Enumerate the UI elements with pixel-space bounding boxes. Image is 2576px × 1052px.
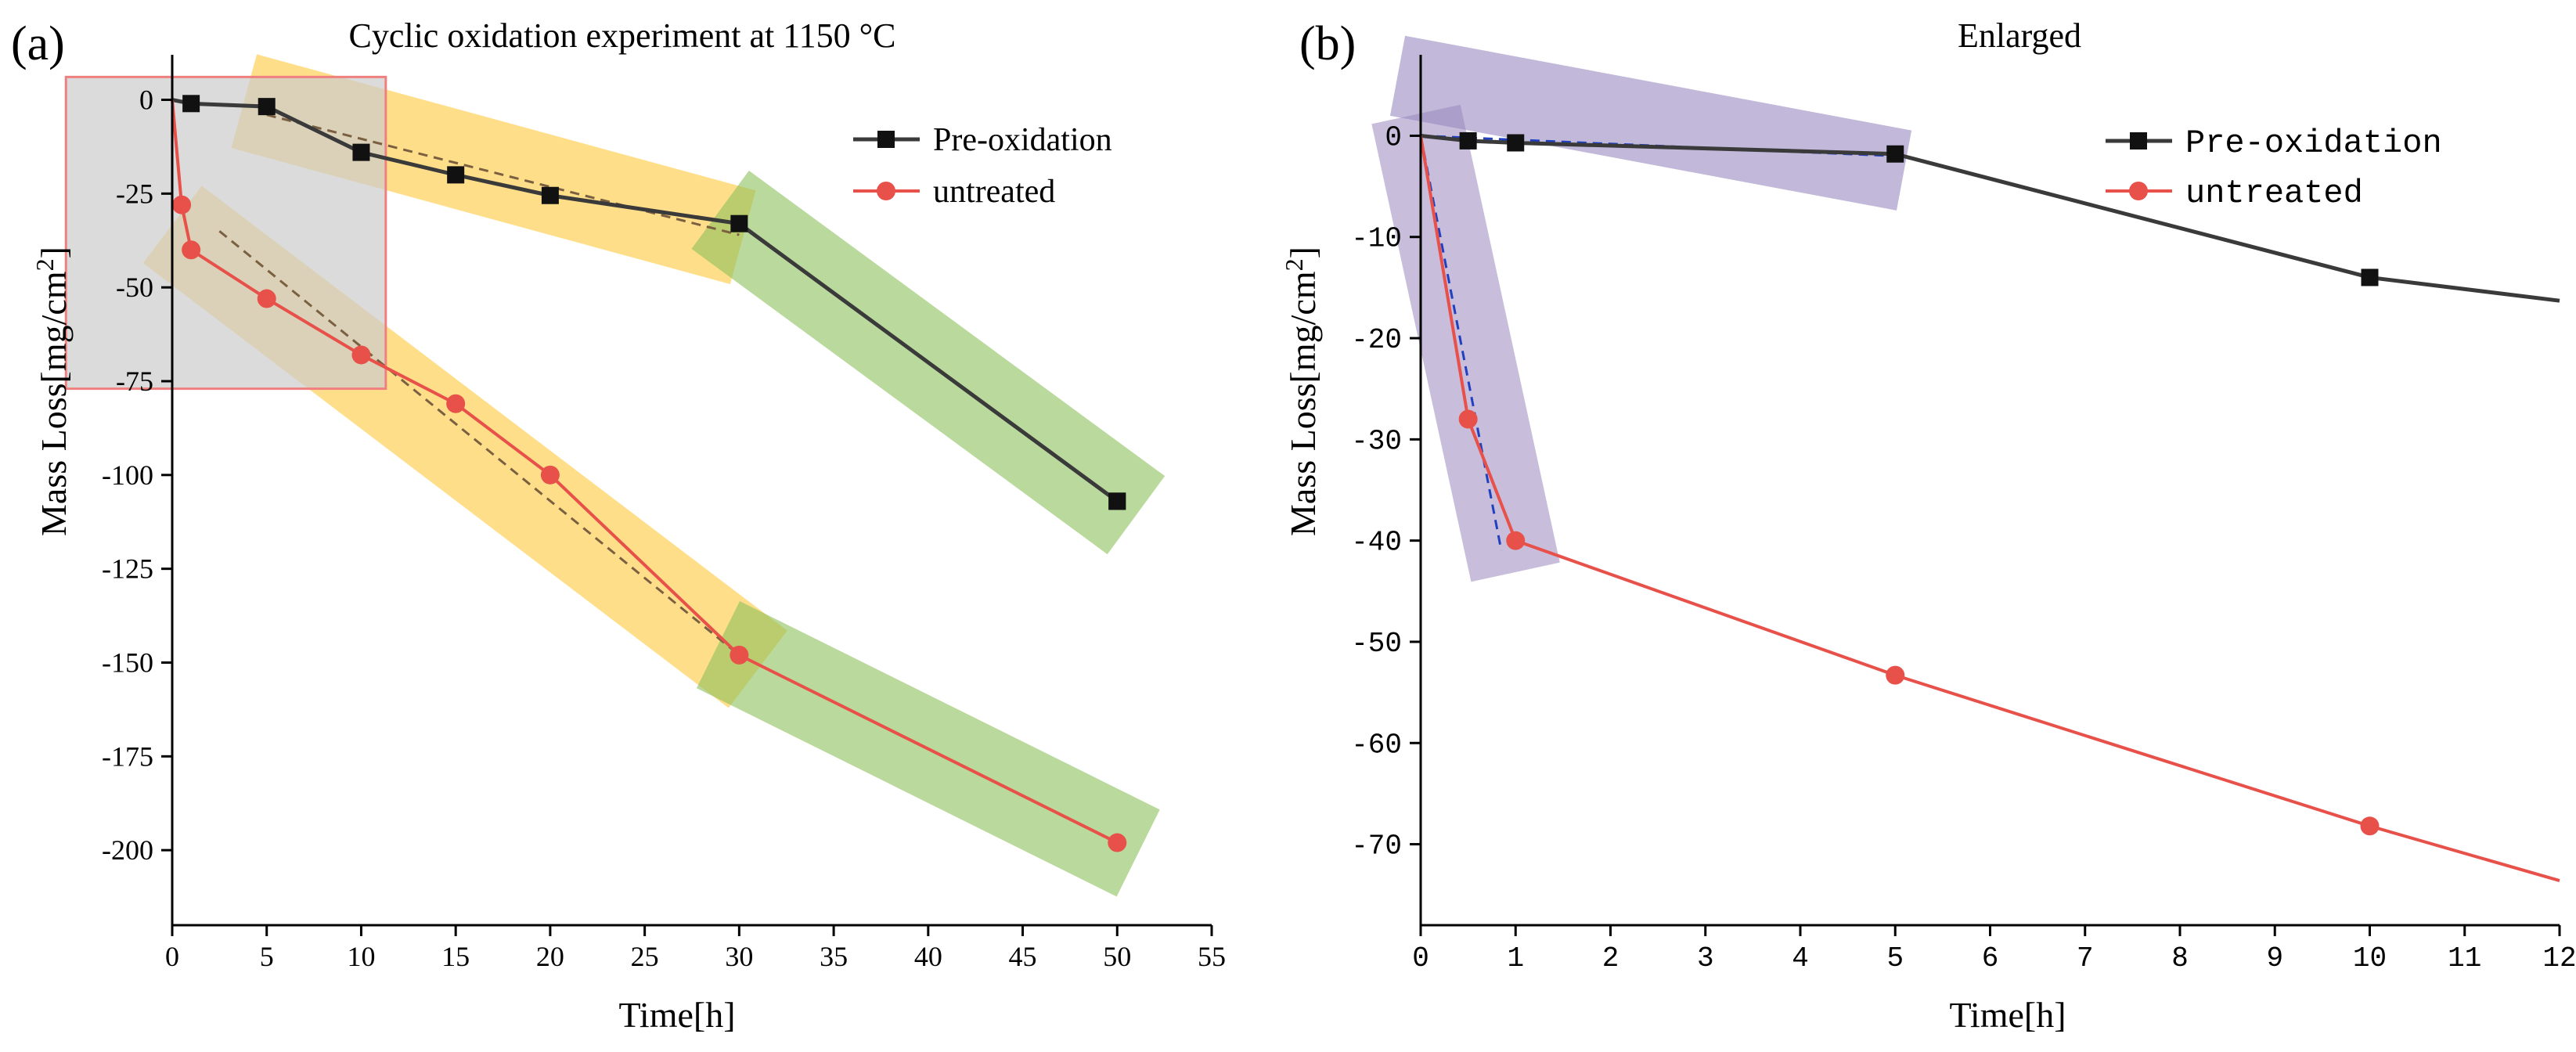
panel-a-title: Cyclic oxidation experiment at 1150 °C — [348, 16, 895, 55]
x-tick-label: 5 — [1886, 942, 1904, 975]
data-point-pre-oxidation — [1886, 145, 1904, 163]
x-tick-label: 7 — [2077, 942, 2094, 975]
data-point-untreated — [182, 240, 201, 260]
panel-a-legend: Pre-oxidation untreated — [853, 122, 1112, 210]
data-point-pre-oxidation — [1108, 492, 1126, 510]
x-tick-label: 40 — [914, 941, 942, 972]
data-point-untreated — [351, 345, 371, 365]
panel-b-label: (b) — [1299, 17, 1356, 70]
y-tick-label: -40 — [1351, 527, 1402, 559]
fit-line — [218, 230, 740, 657]
data-point-untreated — [172, 195, 192, 214]
y-tick-label: 0 — [1385, 121, 1402, 153]
legend-swatch-marker-untreated — [2129, 182, 2148, 200]
legend-swatch-marker-pre-oxidation — [877, 131, 895, 148]
y-tick-label: -150 — [102, 647, 153, 678]
fit-line — [1419, 135, 1503, 551]
data-point-pre-oxidation — [352, 143, 370, 161]
legend-label-untreated: untreated — [933, 174, 1055, 210]
x-tick-label: 8 — [2171, 942, 2189, 975]
panel-b: (b) Enlarged 0 1 2 3 4 5 6 7 8 9 10 11 120-10-20-30-… — [1280, 16, 2576, 1035]
highlight-band — [1389, 35, 1912, 211]
x-tick-label: 20 — [536, 941, 564, 972]
data-point-untreated — [1506, 531, 1526, 550]
data-point-untreated — [540, 465, 560, 485]
y-tick-label: -60 — [1351, 729, 1402, 761]
data-point-pre-oxidation — [2361, 268, 2379, 286]
x-tick-label: 10 — [2353, 942, 2387, 975]
x-tick-label: 35 — [820, 941, 848, 972]
data-point-pre-oxidation — [1507, 134, 1525, 152]
legend-label-pre-oxidation: Pre-oxidation — [2185, 124, 2442, 162]
x-tick-label: 10 — [347, 941, 375, 972]
data-point-untreated — [257, 289, 276, 308]
y-tick-label: -50 — [1351, 628, 1402, 660]
legend-label-untreated: untreated — [2185, 175, 2363, 212]
panel-b-y-axis-label: Mass Loss[mg/cm2] — [1280, 247, 1323, 536]
data-point-untreated — [446, 394, 466, 413]
panel-a-x-axis-label: Time[h] — [618, 995, 735, 1035]
x-tick-label: 50 — [1103, 941, 1131, 972]
x-tick-label: 9 — [2266, 942, 2283, 975]
data-point-untreated — [1886, 665, 1905, 685]
x-tick-label: 30 — [725, 941, 753, 972]
data-point-untreated — [1108, 833, 1127, 852]
data-point-pre-oxidation — [1459, 132, 1477, 150]
legend-swatch-marker-pre-oxidation — [2130, 132, 2147, 150]
data-point-untreated — [730, 645, 749, 665]
panel-b-x-axis-label: Time[h] — [1949, 995, 2066, 1035]
data-point-pre-oxidation — [447, 166, 465, 184]
data-point-pre-oxidation — [541, 186, 559, 204]
panel-b-legend: Pre-oxidation untreated — [2106, 124, 2442, 212]
x-tick-label: 6 — [1982, 942, 1999, 975]
panel-b-series — [1419, 132, 2560, 883]
panel-a-y-axis-label: Mass Loss[mg/cm2] — [31, 247, 74, 536]
y-tick-label: -175 — [102, 740, 153, 772]
x-tick-label: 0 — [1412, 942, 1429, 975]
y-tick-label: -25 — [116, 178, 153, 209]
data-point-pre-oxidation — [182, 95, 200, 113]
y-tick-label: -20 — [1351, 324, 1402, 356]
x-tick-label: 1 — [1507, 942, 1524, 975]
panel-a-label: (a) — [11, 17, 65, 70]
panel-b-axes: 0 1 2 3 4 5 6 7 8 9 10 11 120-10-20-30-40-50-60-70 — [1351, 55, 2576, 975]
x-tick-label: 11 — [2448, 942, 2481, 975]
x-tick-label: 4 — [1792, 942, 1809, 975]
legend-swatch-marker-untreated — [877, 182, 895, 200]
x-tick-label: 5 — [260, 941, 274, 972]
panel-b-highlight-bands — [1371, 35, 1912, 582]
x-tick-label: 15 — [441, 941, 470, 972]
data-point-pre-oxidation — [258, 98, 276, 116]
data-point-untreated — [1458, 409, 1478, 429]
series-line-pre-oxidation — [171, 98, 1119, 503]
x-tick-label: 25 — [631, 941, 659, 972]
panel-b-title: Enlarged — [1958, 16, 2081, 55]
y-tick-label: 0 — [139, 85, 153, 116]
panel-a-axes: 0 5 10 15 20 25 30 35 40 45 50 55 0 -25 -50 -75 -100 -125… — [102, 55, 1226, 972]
data-point-pre-oxidation — [730, 214, 748, 232]
data-point-untreated — [2360, 816, 2380, 836]
x-tick-label: 45 — [1009, 941, 1037, 972]
panel-a: (a) Cyclic oxidation experiment at 1150 … — [11, 16, 1226, 1035]
y-tick-label: -70 — [1351, 830, 1402, 863]
x-tick-label: 12 — [2542, 942, 2576, 975]
series-line-untreated — [1419, 135, 2560, 883]
y-tick-label: -125 — [102, 553, 153, 585]
x-tick-label: 0 — [165, 941, 179, 972]
y-tick-label: -100 — [102, 459, 153, 491]
y-tick-label: -75 — [116, 366, 153, 397]
y-tick-label: -50 — [116, 272, 153, 303]
x-tick-label: 2 — [1602, 942, 1619, 975]
y-tick-label: -200 — [102, 834, 153, 866]
highlight-band — [1371, 104, 1560, 582]
legend-label-pre-oxidation: Pre-oxidation — [933, 122, 1112, 158]
x-tick-label: 3 — [1697, 942, 1714, 975]
y-tick-label: -30 — [1351, 425, 1402, 457]
y-tick-label: -10 — [1351, 223, 1402, 255]
x-tick-label: 55 — [1198, 941, 1226, 972]
fit-line — [266, 113, 740, 236]
panel-a-series — [171, 95, 1127, 852]
